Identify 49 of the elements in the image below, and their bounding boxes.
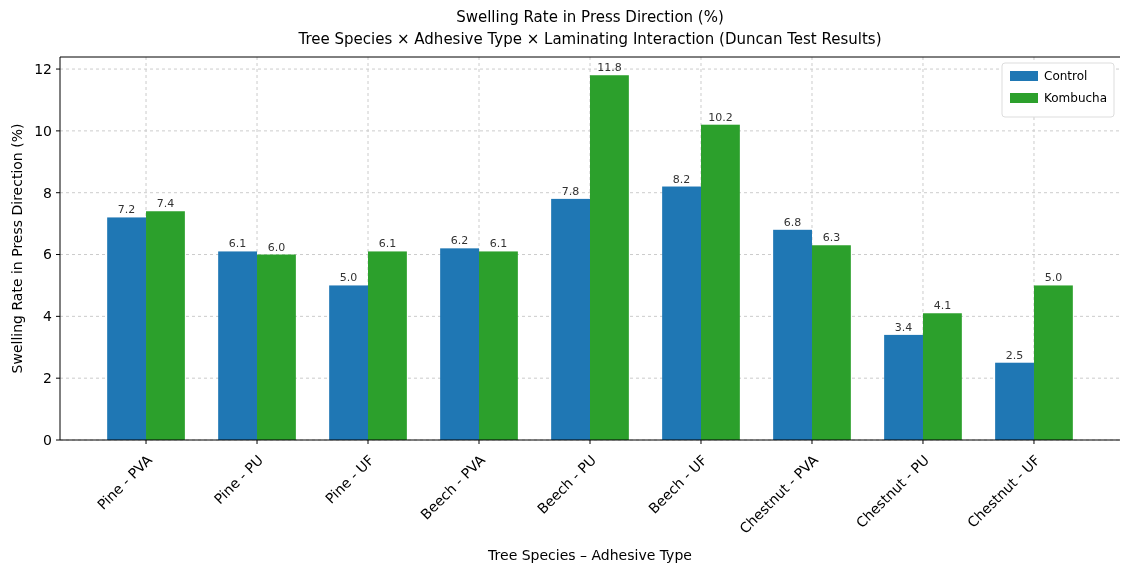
data-label: 7.4 xyxy=(156,197,175,211)
data-label: 6.1 xyxy=(489,237,508,251)
data-label: 5.0 xyxy=(1044,271,1063,285)
bar xyxy=(662,186,701,440)
bar xyxy=(368,251,407,440)
bar xyxy=(1033,285,1073,440)
data-label: 6.3 xyxy=(822,231,841,245)
bar xyxy=(922,313,962,440)
data-label: 6.1 xyxy=(228,237,247,251)
bar xyxy=(440,248,480,440)
legend-label: Control xyxy=(1044,69,1088,84)
bar xyxy=(146,211,185,440)
bar xyxy=(479,251,518,440)
bar xyxy=(218,251,258,440)
bar xyxy=(884,334,923,440)
data-label: 10.2 xyxy=(708,110,733,124)
bar xyxy=(701,124,740,440)
chart-subtitle: Tree Species × Adhesive Type × Laminating Interaction (Duncan Test Results) xyxy=(297,30,882,48)
y-tick-label: 8 xyxy=(43,184,52,201)
data-label: 6.0 xyxy=(267,240,286,254)
bar xyxy=(995,362,1034,440)
data-label: 2.5 xyxy=(1005,348,1024,362)
data-label: 6.1 xyxy=(378,237,397,251)
data-label: 5.0 xyxy=(339,271,358,285)
data-label: 7.2 xyxy=(117,203,136,217)
y-tick-label: 0 xyxy=(43,431,52,448)
legend-label: Kombucha xyxy=(1044,91,1108,106)
bar xyxy=(811,245,851,440)
chart-title: Swelling Rate in Press Direction (%) xyxy=(456,8,724,26)
bar xyxy=(107,217,147,440)
bar xyxy=(551,198,590,440)
bar xyxy=(773,229,812,440)
y-tick-label: 2 xyxy=(43,370,52,387)
data-label: 8.2 xyxy=(672,172,691,186)
y-tick-label: 4 xyxy=(43,308,53,325)
data-label: 6.8 xyxy=(783,215,802,229)
y-axis-title: Swelling Rate in Press Direction (%) xyxy=(9,123,25,374)
y-tick-label: 10 xyxy=(34,122,52,139)
data-label: 4.1 xyxy=(933,299,952,313)
data-label: 6.2 xyxy=(450,234,469,248)
data-label: 7.8 xyxy=(561,184,580,198)
bar xyxy=(257,254,296,440)
y-tick-label: 12 xyxy=(34,60,52,77)
data-label: 11.8 xyxy=(597,61,622,75)
data-label: 3.4 xyxy=(894,320,913,334)
bar xyxy=(329,285,369,440)
bar xyxy=(590,75,629,440)
x-axis-title: Tree Species – Adhesive Type xyxy=(487,547,692,563)
y-tick-label: 6 xyxy=(43,246,53,263)
